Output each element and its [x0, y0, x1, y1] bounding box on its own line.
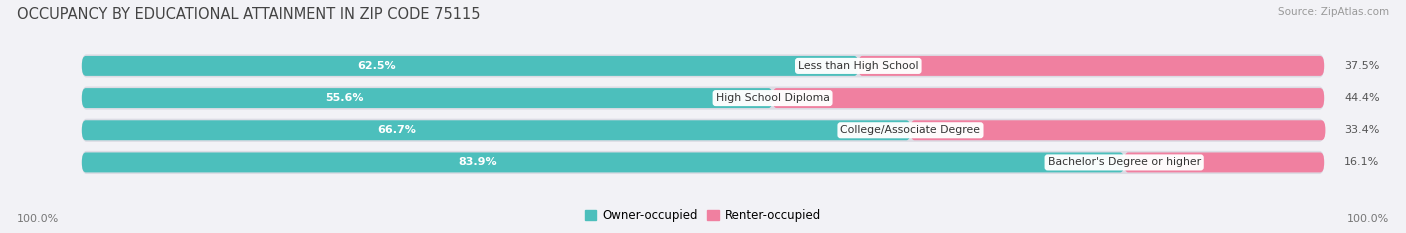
FancyBboxPatch shape: [82, 56, 858, 76]
Text: 100.0%: 100.0%: [1347, 214, 1389, 224]
Legend: Owner-occupied, Renter-occupied: Owner-occupied, Renter-occupied: [579, 205, 827, 227]
FancyBboxPatch shape: [858, 56, 1324, 76]
Text: 37.5%: 37.5%: [1344, 61, 1379, 71]
Text: 55.6%: 55.6%: [325, 93, 364, 103]
Text: 62.5%: 62.5%: [357, 61, 396, 71]
Text: 100.0%: 100.0%: [17, 214, 59, 224]
Text: OCCUPANCY BY EDUCATIONAL ATTAINMENT IN ZIP CODE 75115: OCCUPANCY BY EDUCATIONAL ATTAINMENT IN Z…: [17, 7, 481, 22]
FancyBboxPatch shape: [82, 151, 1324, 174]
Text: 44.4%: 44.4%: [1344, 93, 1379, 103]
Text: Source: ZipAtlas.com: Source: ZipAtlas.com: [1278, 7, 1389, 17]
FancyBboxPatch shape: [1125, 152, 1324, 172]
FancyBboxPatch shape: [82, 120, 911, 140]
Text: Less than High School: Less than High School: [799, 61, 918, 71]
FancyBboxPatch shape: [911, 120, 1326, 140]
FancyBboxPatch shape: [82, 86, 1324, 110]
FancyBboxPatch shape: [82, 88, 772, 108]
Text: 83.9%: 83.9%: [458, 158, 498, 168]
Text: College/Associate Degree: College/Associate Degree: [841, 125, 980, 135]
FancyBboxPatch shape: [82, 119, 1324, 142]
Text: 16.1%: 16.1%: [1344, 158, 1379, 168]
Text: High School Diploma: High School Diploma: [716, 93, 830, 103]
FancyBboxPatch shape: [82, 152, 1125, 172]
Text: 33.4%: 33.4%: [1344, 125, 1379, 135]
Text: Bachelor's Degree or higher: Bachelor's Degree or higher: [1047, 158, 1201, 168]
Text: 66.7%: 66.7%: [377, 125, 416, 135]
FancyBboxPatch shape: [772, 88, 1324, 108]
FancyBboxPatch shape: [82, 54, 1324, 78]
